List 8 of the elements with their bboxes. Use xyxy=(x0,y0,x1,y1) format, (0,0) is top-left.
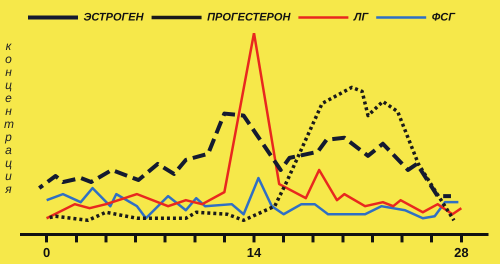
x-tick-label: 0 xyxy=(43,244,50,260)
legend-label: ФСГ xyxy=(432,12,456,24)
x-tick-label: 28 xyxy=(454,244,469,260)
legend-label: ЛГ xyxy=(352,12,370,24)
text: концентрация xyxy=(4,39,14,196)
legend-label: ЭСТРОГЕН xyxy=(84,12,145,24)
x-tick-label: 14 xyxy=(246,244,262,260)
legend-label: ПРОГЕСТЕРОН xyxy=(207,12,292,24)
